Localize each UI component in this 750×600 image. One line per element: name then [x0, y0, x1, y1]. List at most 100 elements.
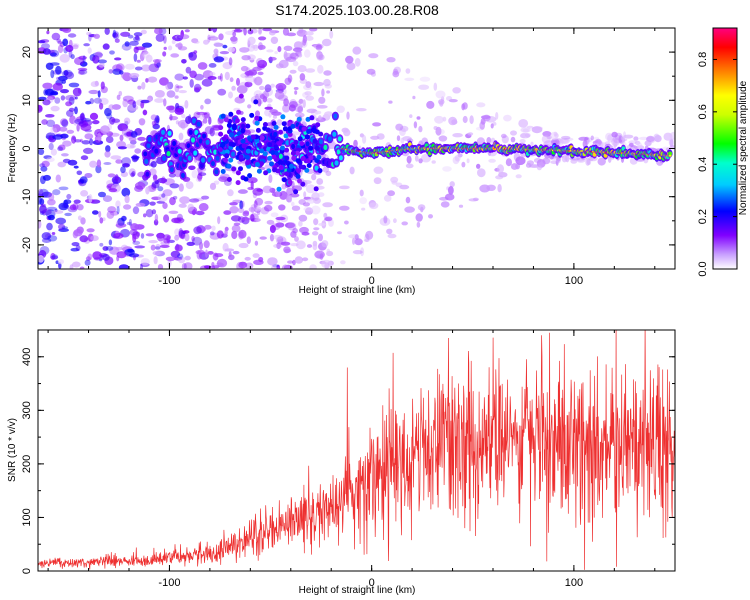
- spectral-speckle: [262, 185, 273, 194]
- spectral-speckle: [137, 136, 147, 141]
- spectrogram-ylabel: Frequency (Hz): [7, 114, 18, 183]
- spectral-speckle: [178, 203, 187, 208]
- spectral-speckle: [295, 112, 305, 118]
- spectral-speckle: [359, 197, 368, 205]
- spectral-speckle: [270, 83, 275, 88]
- spectral-speckle: [416, 116, 421, 120]
- spectral-speckle: [286, 187, 293, 196]
- spectral-speckle: [479, 184, 491, 193]
- spectral-speckle: [284, 222, 296, 229]
- ridge-core: [338, 155, 343, 161]
- spectral-speckle: [57, 161, 66, 168]
- spectral-speckle: [246, 236, 251, 244]
- spectral-speckle: [313, 81, 325, 87]
- spectral-wedge: [269, 161, 274, 167]
- spectral-speckle: [159, 244, 170, 248]
- spectral-speckle: [322, 202, 333, 208]
- spectral-wedge: [223, 157, 229, 163]
- spectral-speckle: [387, 233, 397, 239]
- ridge-core: [211, 161, 215, 167]
- spectral-speckle: [141, 81, 146, 90]
- spectral-wedge: [296, 168, 302, 174]
- spectral-wedge: [287, 132, 293, 137]
- spectral-speckle: [93, 33, 101, 39]
- spectral-speckle: [194, 86, 203, 91]
- spectral-wedge: [228, 111, 234, 117]
- spectral-speckle: [77, 215, 82, 221]
- spectral-speckle: [196, 111, 208, 116]
- spectral-speckle: [315, 44, 323, 51]
- ridge-core: [145, 171, 150, 177]
- spectral-speckle: [174, 244, 183, 252]
- spectral-wedge: [231, 166, 237, 172]
- spectral-wedge: [306, 129, 312, 134]
- spectral-speckle: [92, 120, 100, 125]
- ridge-core: [194, 129, 199, 136]
- spectral-speckle: [50, 105, 60, 112]
- spectral-speckle: [130, 172, 135, 178]
- spectral-speckle: [448, 116, 457, 126]
- spectral-speckle: [124, 63, 135, 70]
- spectral-speckle: [118, 70, 124, 75]
- spectral-speckle: [204, 98, 212, 105]
- spectral-speckle: [42, 82, 53, 90]
- spectral-speckle: [214, 253, 224, 258]
- spectral-speckle: [130, 131, 138, 138]
- spectral-speckle: [305, 68, 316, 73]
- spectral-speckle: [336, 105, 345, 113]
- spectral-speckle: [369, 202, 379, 210]
- spectral-speckle: [108, 239, 113, 246]
- spectral-speckle: [370, 135, 380, 140]
- spectral-speckle: [293, 87, 299, 90]
- spectral-speckle: [145, 186, 150, 195]
- spectral-speckle: [444, 193, 455, 201]
- spectral-speckle: [283, 51, 288, 60]
- spectral-speckle: [289, 52, 299, 60]
- ridge-core: [336, 149, 341, 155]
- spectral-speckle: [89, 112, 99, 120]
- spectral-speckle: [76, 170, 83, 176]
- spectral-speckle: [305, 95, 315, 101]
- spectral-wedge: [277, 141, 283, 147]
- spectral-speckle: [152, 250, 161, 256]
- spectral-speckle: [623, 134, 634, 139]
- spectral-speckle: [165, 83, 171, 90]
- spectral-speckle: [169, 114, 173, 121]
- spectral-speckle: [154, 117, 160, 125]
- spectral-speckle: [313, 218, 319, 226]
- spectral-speckle: [418, 125, 423, 133]
- spectral-speckle: [257, 98, 262, 107]
- spectral-speckle: [123, 204, 132, 210]
- spectral-speckle: [191, 235, 195, 242]
- spectral-speckle: [122, 98, 128, 108]
- spectral-speckle: [127, 34, 134, 39]
- spectral-speckle: [368, 53, 379, 59]
- spectral-speckle: [309, 264, 317, 269]
- spectral-wedge: [254, 162, 260, 167]
- spectral-speckle: [80, 190, 89, 197]
- spectral-speckle: [305, 81, 312, 89]
- spectral-speckle: [38, 104, 43, 113]
- spectral-wedge: [253, 99, 259, 105]
- spectral-speckle: [232, 250, 240, 255]
- spectral-speckle: [305, 207, 314, 215]
- spectral-speckle: [245, 76, 256, 83]
- spectral-speckle: [170, 250, 181, 258]
- spectral-speckle: [428, 214, 433, 219]
- spectral-speckle: [239, 200, 244, 210]
- spectral-speckle: [169, 183, 180, 189]
- spectral-speckle: [127, 248, 135, 253]
- spectral-wedge: [241, 143, 247, 149]
- spectral-speckle: [135, 231, 141, 237]
- spectral-speckle: [58, 126, 68, 132]
- spectral-speckle: [250, 214, 255, 222]
- spectral-speckle: [163, 98, 167, 107]
- spectral-speckle: [461, 103, 466, 111]
- spectral-wedge: [220, 113, 226, 119]
- spectral-speckle: [321, 38, 332, 47]
- spectral-speckle: [41, 232, 51, 240]
- spectral-wedge: [297, 178, 302, 184]
- spectral-speckle: [536, 165, 542, 171]
- y-tick-label: 20: [21, 46, 33, 58]
